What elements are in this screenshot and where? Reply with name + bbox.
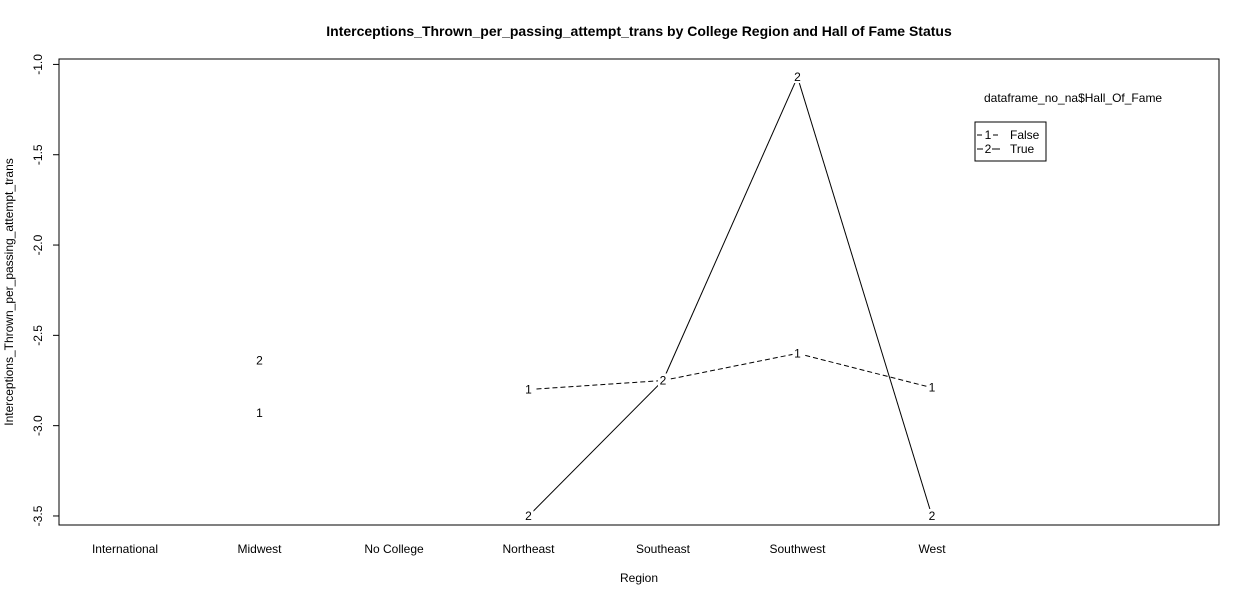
point-bg (523, 382, 534, 396)
legend-title: dataframe_no_na$Hall_Of_Fame (984, 91, 1162, 105)
y-axis-label: Interceptions_Thrown_per_passing_attempt… (2, 158, 16, 426)
series-segment (528, 380, 664, 517)
y-tick-label: -2.5 (31, 325, 45, 346)
legend-label: False (1010, 128, 1040, 142)
x-axis-label: Region (620, 571, 658, 585)
legend-symbol-bg (983, 143, 992, 155)
x-tick-label: West (918, 542, 946, 556)
series-true: 2 2 2 2 2 (254, 70, 937, 523)
data-point: 1 (929, 381, 936, 395)
point-bg (927, 380, 937, 394)
y-tick-label: -2.0 (31, 234, 45, 255)
point-bg (927, 508, 937, 522)
data-point: 1 (794, 346, 801, 360)
series-segment (797, 352, 933, 389)
data-point: 1 (256, 406, 263, 420)
chart-title: Interceptions_Thrown_per_passing_attempt… (326, 23, 952, 39)
data-point: 2 (256, 354, 263, 368)
series-false: 11111 (254, 346, 937, 420)
legend-label: True (1010, 142, 1035, 156)
x-tick-label: Southwest (769, 542, 826, 556)
series-segment (528, 380, 664, 391)
point-bg (523, 508, 534, 522)
y-axis: -1.0 -1.5 -2.0 -2.5 -3.0 -3.5 (31, 54, 60, 526)
point-bg (254, 353, 265, 367)
legend-symbol: 1 (985, 128, 992, 142)
x-tick-label: International (92, 542, 158, 556)
data-point: 2 (660, 374, 667, 388)
data-point: 2 (794, 70, 801, 84)
data-point: 1 (525, 383, 532, 397)
x-axis: International Midwest No College Northeast S… (92, 542, 946, 556)
y-tick-label: -3.0 (31, 415, 45, 436)
legend: dataframe_no_na$Hall_Of_Fame 1 False 2 True (974, 91, 1162, 162)
y-tick-label: -1.0 (31, 54, 45, 75)
x-tick-label: Midwest (237, 542, 282, 556)
y-tick-label: -1.5 (31, 144, 45, 165)
point-bg (254, 406, 265, 420)
x-tick-label: Northeast (502, 542, 555, 556)
legend-symbol-bg (983, 129, 992, 141)
data-point: 2 (929, 509, 936, 523)
series-segment (662, 352, 798, 381)
point-bg (658, 373, 668, 387)
data-point: 2 (525, 509, 532, 523)
y-tick-label: -3.5 (31, 505, 45, 526)
x-tick-label: No College (364, 542, 424, 556)
legend-symbol: 2 (985, 142, 992, 156)
series-segment (797, 76, 933, 517)
point-bg (792, 70, 803, 84)
point-bg (792, 346, 803, 360)
x-tick-label: Southeast (636, 542, 691, 556)
series-layer: 1111122222 (254, 70, 937, 523)
series-segment (662, 76, 798, 381)
